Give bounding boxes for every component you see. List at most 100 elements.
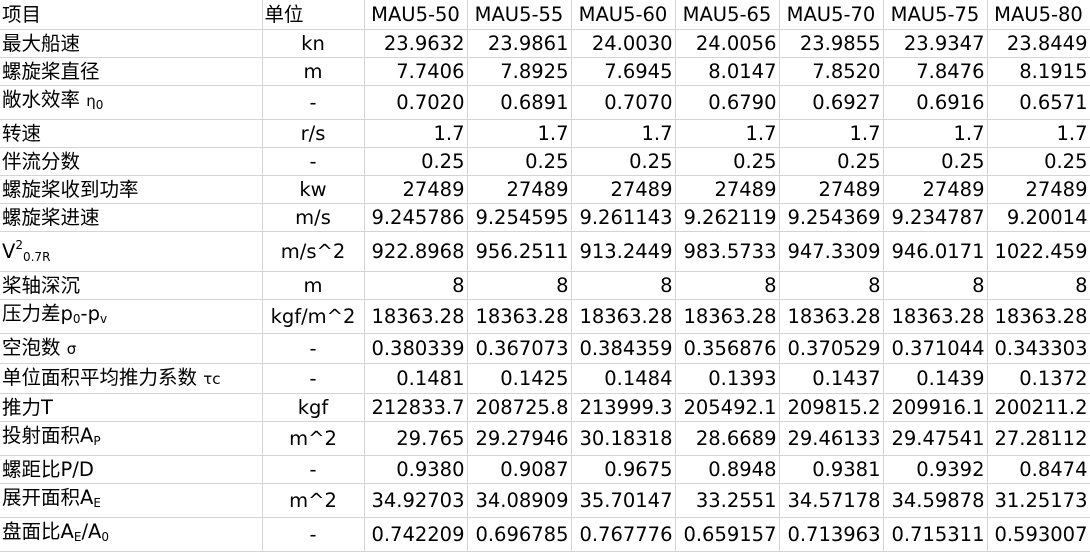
- value-cell[interactable]: 7.8520: [779, 57, 884, 86]
- value-cell[interactable]: 0.25: [467, 147, 572, 176]
- value-cell[interactable]: 0.25: [364, 147, 468, 176]
- value-cell[interactable]: 0.1393: [675, 363, 780, 394]
- value-cell[interactable]: 0.343303: [987, 333, 1090, 364]
- value-cell[interactable]: 0.767776: [571, 517, 676, 552]
- value-cell[interactable]: 8: [987, 271, 1090, 300]
- value-cell[interactable]: 34.59878: [883, 483, 988, 518]
- value-cell[interactable]: 8: [779, 271, 884, 300]
- value-cell[interactable]: 28.6689: [675, 421, 780, 456]
- header-model-cell[interactable]: MAU5-80: [987, 0, 1090, 30]
- value-cell[interactable]: 18363.28: [883, 299, 988, 334]
- unit-cell[interactable]: m^2: [262, 421, 365, 456]
- value-cell[interactable]: 18363.28: [467, 299, 572, 334]
- value-cell[interactable]: 0.367073: [467, 333, 572, 364]
- value-cell[interactable]: 0.713963: [779, 517, 884, 552]
- unit-cell[interactable]: -: [262, 363, 365, 394]
- value-cell[interactable]: 0.1437: [779, 363, 884, 394]
- value-cell[interactable]: 18363.28: [364, 299, 468, 334]
- value-cell[interactable]: 29.47541: [883, 421, 988, 456]
- header-unit-cell[interactable]: 单位: [262, 0, 365, 30]
- unit-cell[interactable]: -: [262, 85, 365, 120]
- row-label-cell[interactable]: 螺旋桨收到功率: [0, 175, 263, 204]
- unit-cell[interactable]: kn: [262, 29, 365, 58]
- value-cell[interactable]: 0.6790: [675, 85, 780, 120]
- unit-cell[interactable]: m^2: [262, 483, 365, 518]
- value-cell[interactable]: 27489: [364, 175, 468, 204]
- value-cell[interactable]: 8: [571, 271, 676, 300]
- value-cell[interactable]: 33.2551: [675, 483, 780, 518]
- value-cell[interactable]: 1022.459: [987, 231, 1090, 272]
- value-cell[interactable]: 9.20014: [987, 203, 1090, 232]
- value-cell[interactable]: 0.9675: [571, 455, 676, 484]
- value-cell[interactable]: 8: [883, 271, 988, 300]
- value-cell[interactable]: 8: [675, 271, 780, 300]
- value-cell[interactable]: 1.7: [364, 119, 468, 148]
- row-label-cell[interactable]: V20.7R: [0, 231, 263, 272]
- value-cell[interactable]: 0.384359: [571, 333, 676, 364]
- value-cell[interactable]: 1.7: [467, 119, 572, 148]
- row-label-cell[interactable]: 单位面积平均推力系数 τc: [0, 363, 263, 394]
- value-cell[interactable]: 24.0056: [675, 29, 780, 58]
- value-cell[interactable]: 9.261143: [571, 203, 676, 232]
- row-label-cell[interactable]: 桨轴深沉: [0, 271, 263, 300]
- header-model-cell[interactable]: MAU5-55: [467, 0, 572, 30]
- value-cell[interactable]: 0.7020: [364, 85, 468, 120]
- value-cell[interactable]: 0.1439: [883, 363, 988, 394]
- value-cell[interactable]: 1.7: [675, 119, 780, 148]
- unit-cell[interactable]: kgf: [262, 393, 365, 422]
- value-cell[interactable]: 18363.28: [779, 299, 884, 334]
- value-cell[interactable]: 31.25173: [987, 483, 1090, 518]
- value-cell[interactable]: 0.1484: [571, 363, 676, 394]
- value-cell[interactable]: 7.8476: [883, 57, 988, 86]
- value-cell[interactable]: 983.5733: [675, 231, 780, 272]
- value-cell[interactable]: 0.7070: [571, 85, 676, 120]
- unit-cell[interactable]: m: [262, 57, 365, 86]
- value-cell[interactable]: 27489: [467, 175, 572, 204]
- value-cell[interactable]: 0.6927: [779, 85, 884, 120]
- row-label-cell[interactable]: 最大船速: [0, 29, 263, 58]
- value-cell[interactable]: 23.9855: [779, 29, 884, 58]
- value-cell[interactable]: 23.9861: [467, 29, 572, 58]
- value-cell[interactable]: 1.7: [571, 119, 676, 148]
- row-label-cell[interactable]: 转速: [0, 119, 263, 148]
- value-cell[interactable]: 9.262119: [675, 203, 780, 232]
- value-cell[interactable]: 23.8449: [987, 29, 1090, 58]
- unit-cell[interactable]: m/s^2: [262, 231, 365, 272]
- value-cell[interactable]: 18363.28: [571, 299, 676, 334]
- value-cell[interactable]: 27489: [779, 175, 884, 204]
- value-cell[interactable]: 9.254369: [779, 203, 884, 232]
- row-label-cell[interactable]: 敞水效率 η0: [0, 85, 263, 120]
- value-cell[interactable]: 8: [364, 271, 468, 300]
- unit-cell[interactable]: -: [262, 455, 365, 484]
- value-cell[interactable]: 0.1481: [364, 363, 468, 394]
- value-cell[interactable]: 0.25: [779, 147, 884, 176]
- value-cell[interactable]: 0.742209: [364, 517, 468, 552]
- value-cell[interactable]: 30.18318: [571, 421, 676, 456]
- value-cell[interactable]: 27489: [883, 175, 988, 204]
- header-item-cell[interactable]: 项目: [0, 0, 263, 30]
- unit-cell[interactable]: -: [262, 147, 365, 176]
- value-cell[interactable]: 0.715311: [883, 517, 988, 552]
- value-cell[interactable]: 0.6916: [883, 85, 988, 120]
- value-cell[interactable]: 0.370529: [779, 333, 884, 364]
- value-cell[interactable]: 208725.8: [467, 393, 572, 422]
- unit-cell[interactable]: m/s: [262, 203, 365, 232]
- unit-cell[interactable]: -: [262, 333, 365, 364]
- value-cell[interactable]: 0.9380: [364, 455, 468, 484]
- value-cell[interactable]: 922.8968: [364, 231, 468, 272]
- value-cell[interactable]: 23.9347: [883, 29, 988, 58]
- value-cell[interactable]: 9.234787: [883, 203, 988, 232]
- value-cell[interactable]: 0.1372: [987, 363, 1090, 394]
- row-label-cell[interactable]: 推力T: [0, 393, 263, 422]
- value-cell[interactable]: 0.25: [883, 147, 988, 176]
- row-label-cell[interactable]: 展开面积AE: [0, 483, 263, 518]
- value-cell[interactable]: 8: [467, 271, 572, 300]
- value-cell[interactable]: 0.8474: [987, 455, 1090, 484]
- value-cell[interactable]: 0.25: [987, 147, 1090, 176]
- header-model-cell[interactable]: MAU5-65: [675, 0, 780, 30]
- value-cell[interactable]: 0.6891: [467, 85, 572, 120]
- header-model-cell[interactable]: MAU5-50: [364, 0, 468, 30]
- value-cell[interactable]: 0.696785: [467, 517, 572, 552]
- value-cell[interactable]: 34.08909: [467, 483, 572, 518]
- value-cell[interactable]: 209815.2: [779, 393, 884, 422]
